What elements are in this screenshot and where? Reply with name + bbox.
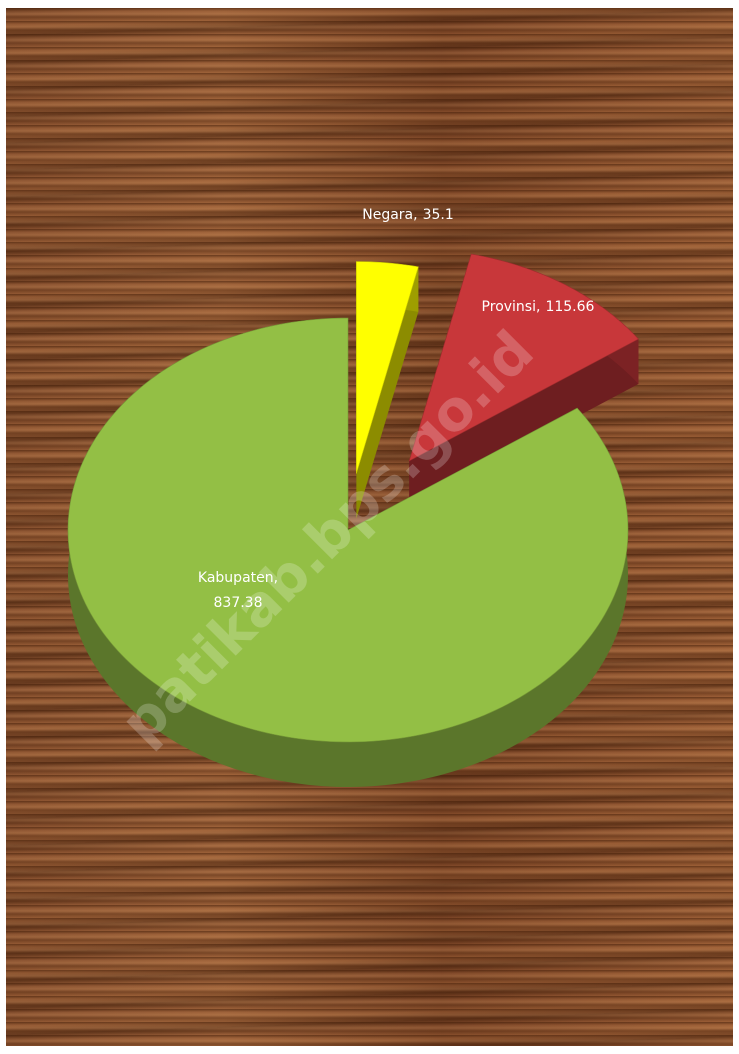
- label-category: Kabupaten: [198, 570, 274, 586]
- data-label: Negara, 35.1: [362, 207, 454, 223]
- slice-side: [409, 339, 639, 506]
- label-separator: ,: [413, 207, 417, 223]
- label-value: 35.1: [423, 207, 454, 223]
- label-separator: ,: [274, 570, 278, 586]
- slice: [408, 253, 639, 506]
- slice-top: [356, 261, 419, 474]
- label-value: 115.66: [545, 299, 594, 315]
- slice: [67, 317, 629, 787]
- label-separator: ,: [536, 299, 540, 315]
- label-category: Negara: [362, 207, 413, 223]
- label-category: Provinsi: [482, 299, 536, 315]
- data-label: Provinsi, 115.66: [482, 299, 595, 315]
- data-label: Kabupaten, 837.38: [198, 570, 278, 611]
- slice-top: [67, 317, 629, 743]
- slice-top: [408, 253, 639, 462]
- slice-side: [356, 266, 419, 519]
- label-value: 837.38: [214, 595, 263, 611]
- slice: [356, 261, 419, 519]
